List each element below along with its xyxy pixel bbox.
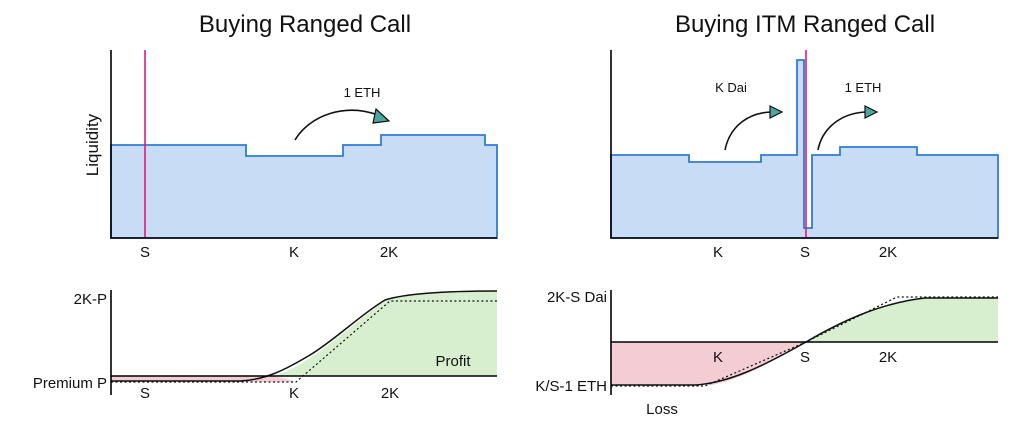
right-bottom-tick-2k: 2K (879, 349, 897, 366)
right-bottom-tick-k: K (713, 349, 723, 366)
left-liquidity-area (110, 134, 498, 239)
loss-label: Loss (646, 401, 678, 418)
right-title: Buying ITM Ranged Call (675, 11, 935, 38)
right-eth-arrow (817, 111, 869, 151)
left-y-label-2k-p: 2K-P (74, 291, 107, 308)
left-y-label-premium: Premium P (33, 375, 107, 392)
profit-label: Profit (435, 353, 471, 370)
left-panel: Buying Ranged Call Liquidity S K 2K 1 ET… (33, 11, 498, 402)
right-loss-area (611, 342, 806, 385)
right-y-label-k-s: K/S-1 ETH (535, 378, 607, 395)
right-y-label-2k-s: 2K-S Dai (547, 289, 607, 306)
right-bottom-tick-s: S (800, 349, 810, 366)
left-payoff-curve (111, 290, 498, 382)
right-arrow-label-eth: 1 ETH (845, 80, 882, 95)
left-top-tick-k: K (289, 244, 299, 261)
left-eth-arrow (294, 109, 379, 141)
left-title: Buying Ranged Call (199, 11, 411, 38)
right-top-tick-s: S (800, 244, 810, 261)
right-arrow-label-dai: K Dai (715, 80, 747, 95)
right-top-tick-2k: 2K (879, 244, 897, 261)
left-top-axes (110, 50, 497, 239)
right-profit-area (806, 298, 998, 342)
right-liquidity-area (610, 59, 999, 239)
left-top-tick-2k: 2K (380, 244, 398, 261)
right-dai-arrow-head-icon (769, 105, 784, 119)
left-bottom-tick-s: S (140, 385, 150, 402)
left-arrow-head-icon (372, 107, 391, 124)
left-bottom-tick-k: K (289, 385, 299, 402)
right-eth-arrow-head-icon (864, 105, 879, 119)
left-bottom-tick-2k: 2K (381, 385, 399, 402)
left-arrow-label: 1 ETH (344, 85, 381, 100)
right-top-tick-k: K (713, 244, 723, 261)
liquidity-axis-label: Liquidity (83, 113, 102, 176)
right-dai-arrow (724, 111, 774, 151)
right-top-axes (610, 50, 998, 239)
left-top-tick-s: S (140, 244, 150, 261)
right-panel: Buying ITM Ranged Call K S 2K K Dai 1 ET… (535, 11, 999, 418)
